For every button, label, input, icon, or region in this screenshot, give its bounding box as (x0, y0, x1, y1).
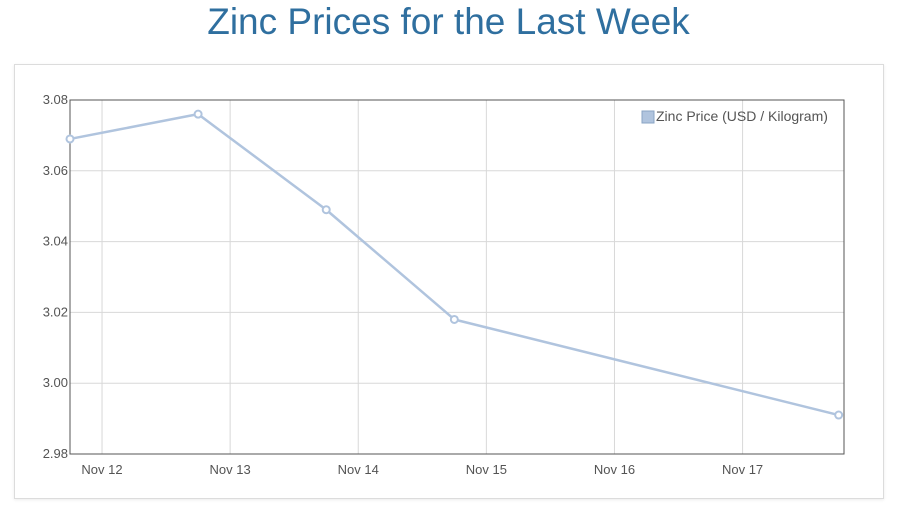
y-tick-label: 3.02 (43, 304, 68, 319)
y-tick-label: 3.06 (43, 163, 68, 178)
x-tick-labels: Nov 12 Nov 13 Nov 14 Nov 15 Nov 16 Nov 17 (81, 462, 763, 477)
x-tick-label: Nov 17 (722, 462, 763, 477)
y-tick-labels: 3.08 3.06 3.04 3.02 3.00 2.98 (43, 92, 68, 461)
series-line-zinc-price (69, 112, 839, 417)
series-layer (65, 109, 844, 420)
x-tick-label: Nov 15 (466, 462, 507, 477)
line-chart: 3.083.063.043.023.002.98 Nov 12 Nov 13 Nov… (43, 92, 845, 477)
chart-legend[interactable]: Zinc Price (USD / Kilogram) (641, 108, 828, 124)
x-tick-label: Nov 12 (81, 462, 122, 477)
y-tick-label: 2.98 (43, 446, 68, 461)
y-tick-label: 3.08 (43, 92, 68, 107)
legend-swatch (641, 110, 655, 124)
data-point[interactable] (834, 410, 844, 420)
page-title: Zinc Prices for the Last Week (207, 1, 690, 42)
data-point[interactable] (321, 205, 331, 215)
data-point[interactable] (449, 314, 459, 324)
plot-frame (69, 99, 845, 455)
x-tick-label: Nov 14 (338, 462, 379, 477)
x-tick-label: Nov 13 (210, 462, 251, 477)
legend-label-zinc-price: Zinc Price (USD / Kilogram) (656, 108, 828, 124)
y-tick-label: 3.00 (43, 375, 68, 390)
chart-panel: 3.08 3.06 3.04 3.02 3.00 2.98 Nov 12 Nov 13 Nov… (14, 64, 884, 499)
data-point[interactable] (193, 109, 203, 119)
data-point[interactable] (65, 134, 75, 144)
x-tick-label: Nov 16 (594, 462, 635, 477)
y-tick-label: 3.04 (43, 234, 68, 249)
grid-layer (70, 99, 844, 455)
